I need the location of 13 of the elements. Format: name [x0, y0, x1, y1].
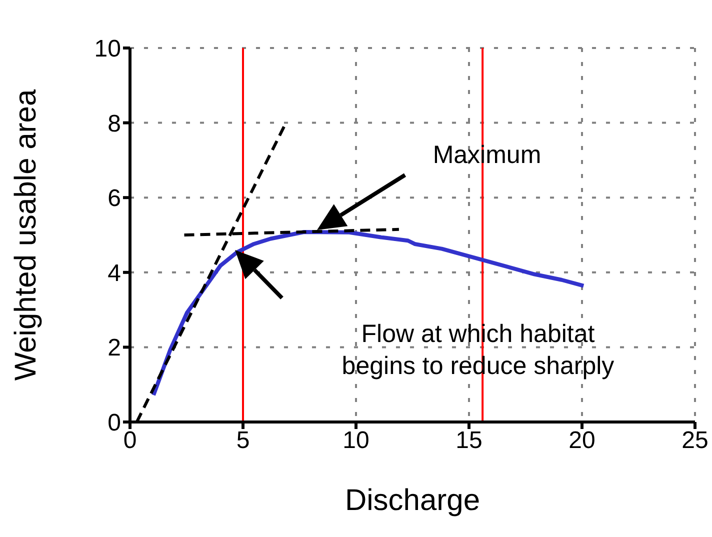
- x-tick-label: 5: [236, 427, 250, 454]
- x-tick-label: 10: [342, 427, 370, 454]
- y-tick-label: 2: [108, 334, 121, 362]
- y-tick-label: 4: [108, 260, 121, 287]
- y-tick-label: 8: [108, 110, 121, 138]
- x-axis-title: Discharge: [344, 484, 480, 517]
- y-tick-label: 6: [108, 185, 121, 212]
- x-tick-label: 15: [456, 427, 482, 454]
- y-tick-label: 0: [108, 410, 121, 437]
- y-axis-title: Weighted usable area: [10, 89, 42, 381]
- x-tick-label: 20: [568, 427, 596, 454]
- y-tick-label: 10: [94, 36, 121, 63]
- x-tick-label: 25: [682, 427, 708, 454]
